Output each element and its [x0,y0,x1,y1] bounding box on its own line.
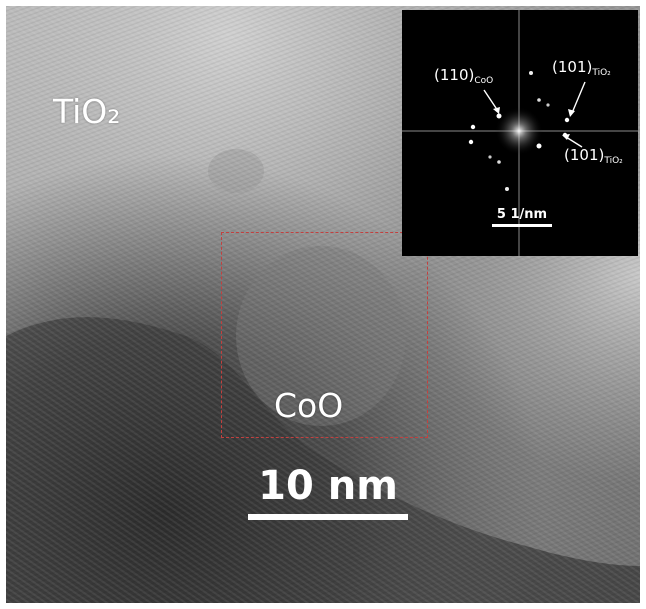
fft-scale-bar-line [492,224,552,227]
fft-arrow-101-tio2-upper [571,81,586,114]
fft-pattern [402,10,638,256]
fft-arrowhead-110-coo [493,107,500,114]
fft-arrowhead-101-tio2-lower [562,134,570,140]
fft-spot [468,139,474,145]
fft-arrow-101-tio2-lower [565,136,583,148]
fft-spot [546,103,550,107]
fft-label-101-tio2-lower: (101)TiO₂ [564,146,623,166]
fft-arrow-110-coo [483,89,499,112]
fft-spot [536,143,542,149]
main-scale-bar-line [248,514,408,520]
fft-scale-bar: 5 1/nm [492,208,552,227]
fft-spot [497,160,501,164]
fft-spot [470,124,476,130]
fft-spot [537,98,541,102]
fft-scale-bar-label: 5 1/nm [496,207,548,222]
fft-spot [505,187,509,191]
coo-particle-label: CoO [274,386,344,425]
fft-diffraction-inset: (110)CoO (101)TiO₂ (101)TiO₂ 5 1/nm [402,10,638,256]
fft-spot [564,117,570,123]
main-scale-bar-label: 10 nm [258,463,398,509]
fft-spot [488,155,492,159]
tem-image-frame: TiO₂ CoO 10 nm [6,6,640,603]
fft-spot [529,71,533,75]
tio2-region-label: TiO₂ [53,92,121,131]
coo-region-of-interest-box [221,232,428,438]
fft-arrowhead-101-tio2-upper [568,109,575,117]
main-scale-bar: 10 nm [248,466,408,520]
fft-label-110-coo: (110)CoO [434,66,494,86]
fft-spot [496,113,502,119]
fft-central-spot [495,107,543,155]
fft-label-101-tio2-upper: (101)TiO₂ [552,58,611,78]
